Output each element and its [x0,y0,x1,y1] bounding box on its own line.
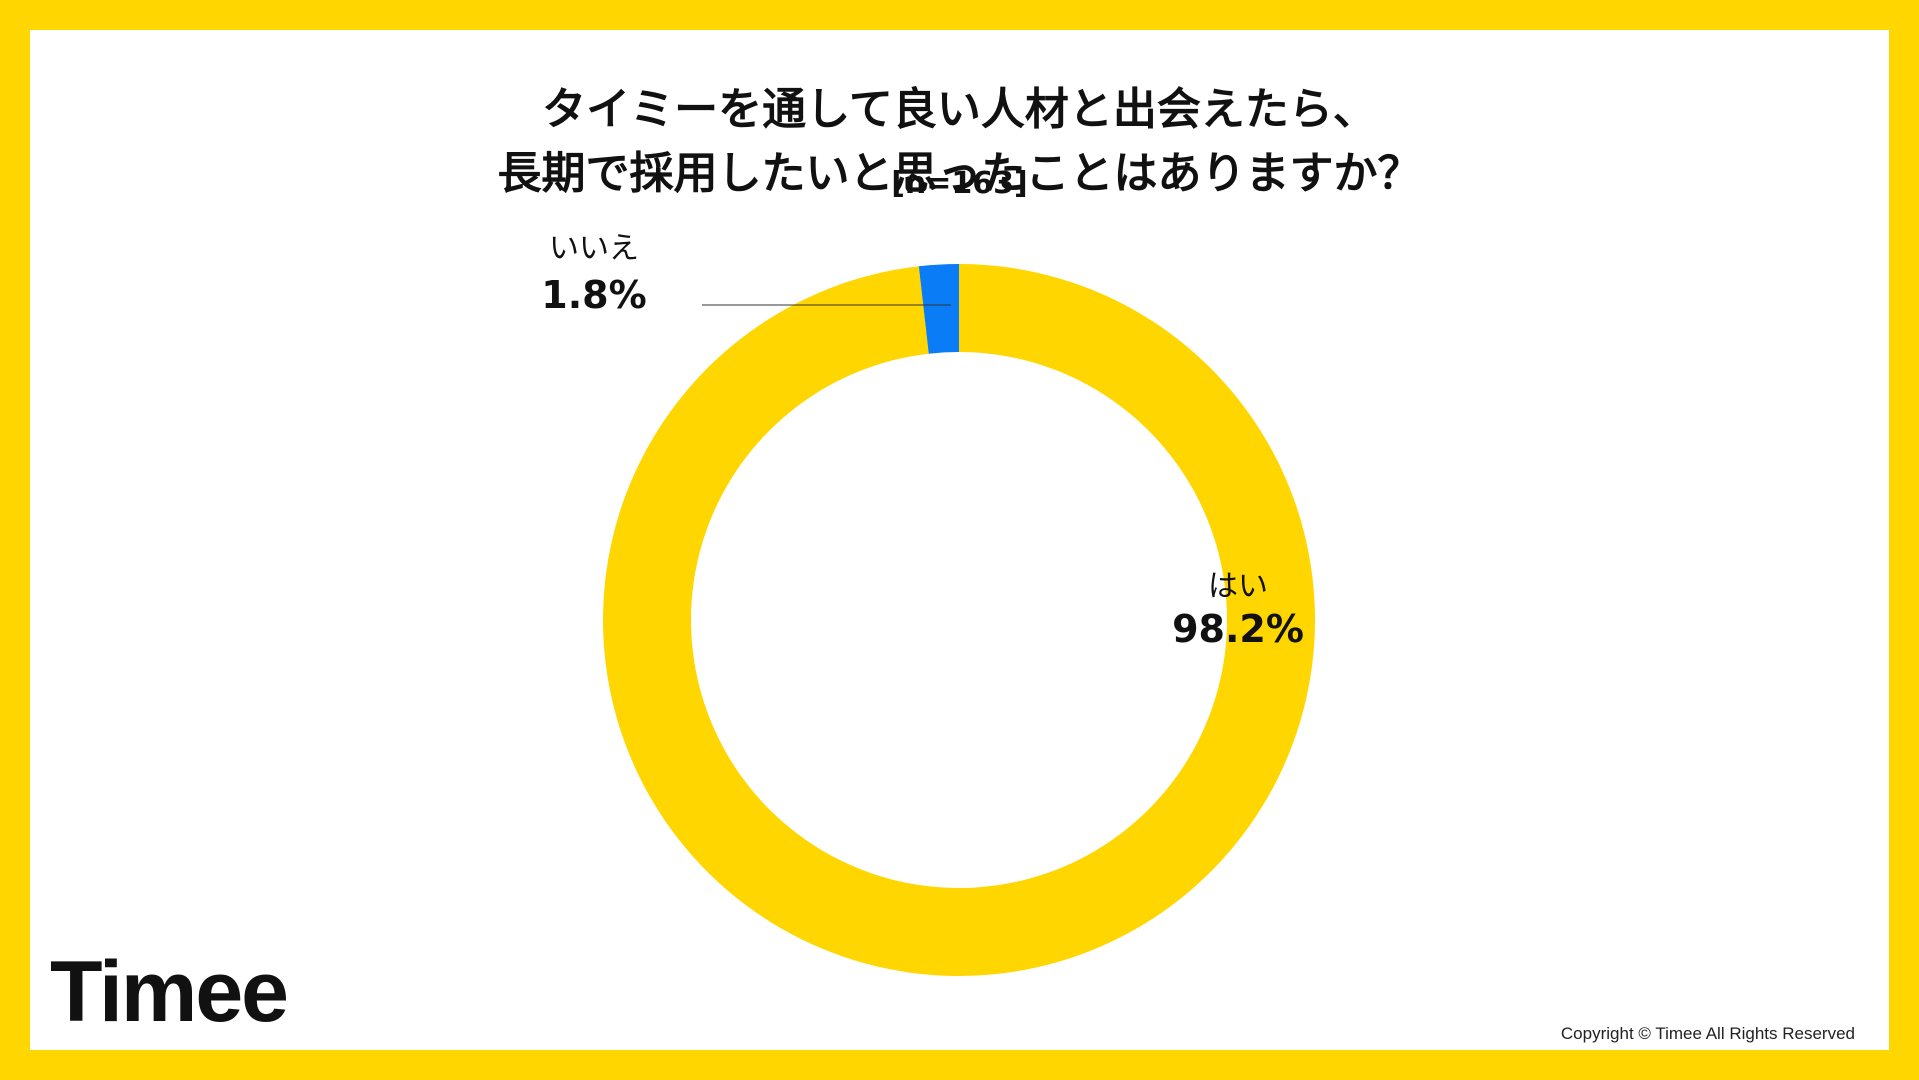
chart-title-line-2: 長期で採用したいと思ったことはありますか？ [497,148,1422,199]
slice-no [918,264,959,354]
chart-frame: タイミーを通して良い人材と出会えたら、 長期で採用したいと思ったことはありますか… [30,30,1889,1050]
label-name-yes: はい [1208,569,1268,604]
label-value-no: 1.8% [541,273,646,317]
donut-chart: いいえ 1.8% はい 98.2% [541,231,1315,976]
chart-title-line-1: タイミーを通して良い人材と出会えたら、 [542,84,1377,135]
label-name-no: いいえ [549,231,639,266]
label-value-yes: 98.2% [1172,607,1304,651]
timee-logo: Timee [50,944,289,1040]
copyright-text: Copyright © Timee All Rights Reserved [1560,1024,1855,1043]
sample-size: [n=163] [891,166,1028,201]
chart-title: タイミーを通して良い人材と出会えたら、 長期で採用したいと思ったことはありますか… [30,78,1889,206]
